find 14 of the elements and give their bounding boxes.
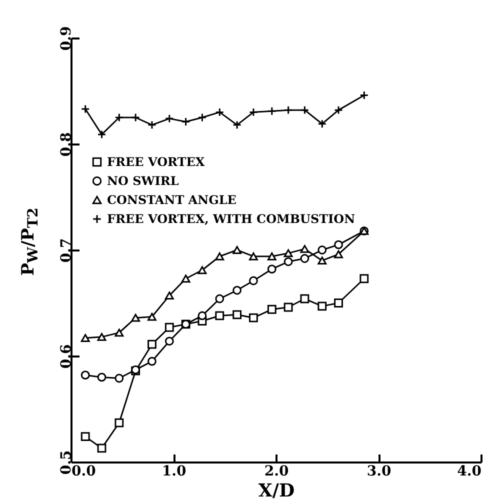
x-tick-label: 1.0	[162, 464, 186, 480]
x-axis-title: X/D	[258, 480, 295, 502]
legend-label: CONSTANT ANGLE	[107, 193, 236, 207]
x-tick-label: 0.0	[72, 464, 96, 480]
legend-label: NO SWIRL	[107, 174, 180, 188]
y-tick-label: 0.7	[58, 238, 74, 263]
legend-label: FREE VORTEX, WITH COMBUSTION	[107, 212, 356, 226]
legend-label: FREE VORTEX	[107, 155, 206, 169]
y-tick-label: 0.8	[58, 132, 74, 157]
x-tick-label: 4.0	[457, 464, 482, 480]
y-tick-label: 0.6	[58, 344, 74, 369]
x-tick-label: 3.0	[366, 464, 392, 480]
x-tick-label: 2.0	[264, 464, 289, 480]
y-tick-label: 0.9	[58, 26, 74, 51]
